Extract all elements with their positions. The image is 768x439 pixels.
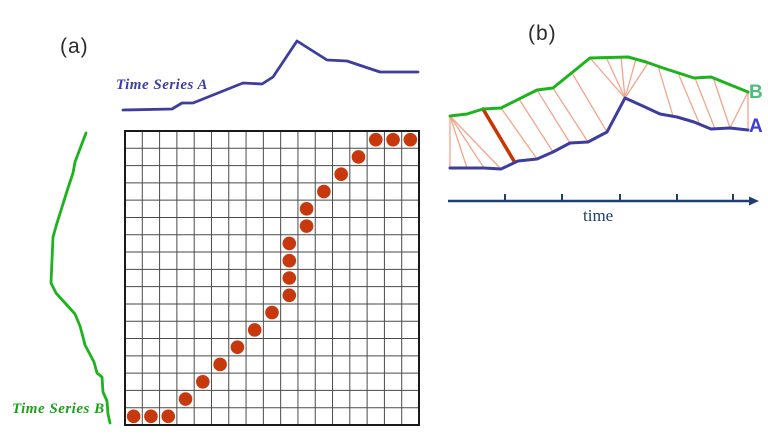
alignment-line: [729, 91, 749, 129]
warp-path-dot: [230, 340, 245, 354]
warp-path-dot: [317, 184, 331, 199]
alignment-line: [518, 98, 554, 153]
series-a-curve: [121, 39, 420, 112]
warp-path-dot: [161, 409, 176, 424]
panel-b-label: (b): [528, 22, 557, 45]
warp-path-dot: [299, 202, 314, 216]
warp-path-dot: [282, 288, 297, 303]
alignment-line: [657, 65, 674, 117]
warp-path-dot: [351, 150, 366, 164]
alignment-line: [624, 62, 649, 99]
warp-path-dot: [213, 357, 227, 372]
warp-path-dot: [299, 219, 314, 233]
alignment-line: [589, 57, 626, 99]
warp-path-dot: [334, 167, 348, 182]
alignment-highlight-line: [481, 107, 516, 163]
warp-path-dot: [386, 132, 400, 147]
time-axis-label: time: [583, 206, 614, 225]
alignment-line: [449, 115, 485, 169]
alignment-line: [712, 76, 731, 129]
series-a-label: Time Series A: [116, 77, 209, 93]
warp-path-dot: [403, 132, 418, 147]
alignment-line: [605, 56, 626, 99]
series-b-curve: [49, 131, 112, 425]
time-axis-arrow: [749, 196, 759, 206]
curve-a: [448, 96, 750, 171]
alignment-line: [500, 107, 538, 160]
grid-border: [124, 130, 420, 426]
curve-b-label: B: [749, 82, 763, 103]
alignment-line: [449, 115, 468, 169]
warp-path-dot: [282, 271, 297, 285]
alignment-line: [552, 87, 589, 143]
alignment-line: [449, 115, 502, 170]
warp-path-dot: [368, 132, 383, 147]
curve-b: [448, 55, 750, 118]
alignment-line: [624, 58, 637, 99]
alignment-line: [620, 56, 626, 99]
warp-path-dot: [282, 253, 297, 268]
warp-path-dot: [178, 392, 193, 406]
warp-path-dot: [247, 323, 262, 337]
warp-path-dot: [282, 236, 297, 251]
alignment-line: [677, 72, 701, 126]
alignment-line: [571, 72, 608, 133]
warp-path-dot: [196, 374, 210, 389]
curve-a-label: A: [749, 116, 763, 137]
panel-a-label: (a): [60, 35, 89, 58]
warp-path-dot: [144, 409, 158, 424]
alignment-line: [694, 77, 716, 130]
series-b-label: Time Series B: [12, 401, 105, 417]
warp-path-dot: [126, 409, 141, 424]
warp-path-dot: [265, 305, 279, 320]
alignment-line: [536, 89, 571, 144]
